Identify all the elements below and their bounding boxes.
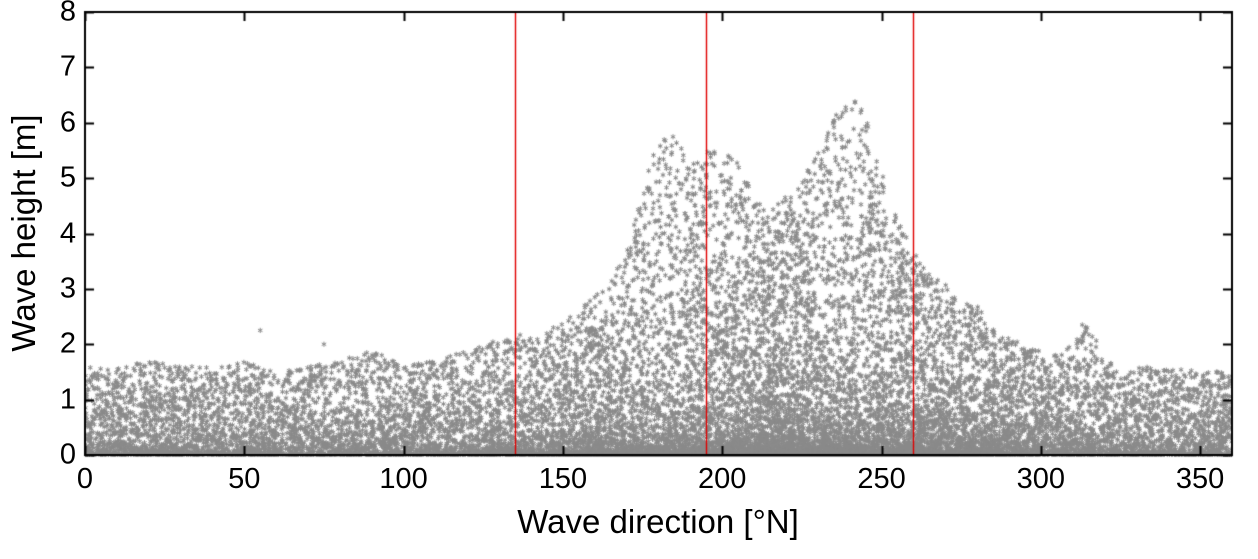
y-tick-label: 5 <box>59 161 76 194</box>
x-tick-label: 100 <box>379 463 428 495</box>
y-tick-label: 2 <box>59 327 76 360</box>
y-tick-label: 1 <box>59 383 76 416</box>
y-tick-label: 3 <box>59 272 76 305</box>
y-tick-label: 8 <box>59 0 76 28</box>
x-tick-label: 150 <box>538 463 588 495</box>
x-tick-label: 250 <box>857 463 906 495</box>
x-axis-label: Wave direction [°N] <box>517 503 799 540</box>
x-tick-label: 200 <box>698 463 747 495</box>
x-tick-label: 50 <box>228 463 261 495</box>
x-tick-label: 350 <box>1175 463 1225 495</box>
x-tick-label: 0 <box>76 463 94 495</box>
x-tick-label: 300 <box>1016 463 1066 495</box>
y-tick-label: 4 <box>59 217 76 249</box>
y-tick-label: 0 <box>59 438 76 471</box>
y-tick-label: 6 <box>59 106 76 139</box>
y-tick-label: 7 <box>59 50 76 83</box>
